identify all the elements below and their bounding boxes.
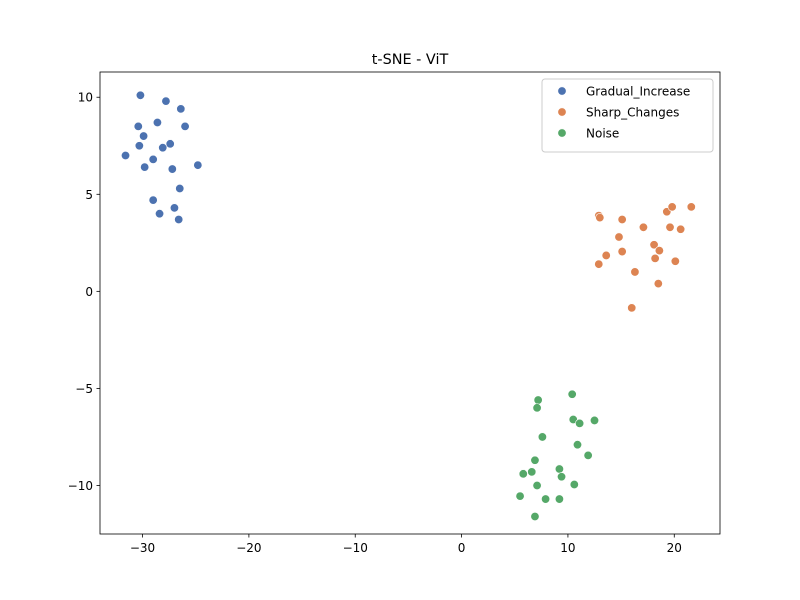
data-point-noise [532,403,542,413]
x-tick-label: −10 [343,541,368,555]
y-tick-label: −5 [75,382,93,396]
data-point-sharp-changes [595,213,605,223]
data-point-gradual-increase [180,121,190,131]
data-point-sharp-changes [667,202,677,212]
data-point-gradual-increase [175,183,185,193]
axes-frame [99,71,721,535]
data-point-noise [541,494,551,504]
data-point-sharp-changes [627,303,637,313]
x-tick-label: −30 [130,541,155,555]
y-tick-label: 10 [78,91,93,105]
legend-marker-sharp-changes [557,107,567,117]
data-point-noise [532,480,542,490]
data-point-noise [530,455,540,465]
data-point-gradual-increase [121,150,131,160]
data-point-sharp-changes [653,279,663,289]
legend: Gradual_Increase Sharp_Changes Noise [541,78,714,153]
data-point-sharp-changes [676,224,686,234]
data-point-sharp-changes [617,247,627,257]
data-point-noise [533,395,543,405]
x-tick-label: 20 [667,541,682,555]
data-point-sharp-changes [601,250,611,260]
chart-title: t-SNE - ViT [372,52,449,68]
data-point-gradual-increase [134,141,144,151]
data-point-noise [572,440,582,450]
data-point-noise [527,467,537,477]
x-tick-label: −20 [236,541,261,555]
data-point-gradual-increase [135,90,145,100]
legend-label-gradual-increase: Gradual_Increase [586,85,690,99]
data-point-sharp-changes [617,215,627,225]
data-point-sharp-changes [649,240,659,250]
data-point-sharp-changes [594,259,604,269]
data-point-sharp-changes [638,222,648,232]
data-point-gradual-increase [133,121,143,131]
data-point-gradual-increase [161,96,171,106]
data-point-gradual-increase [155,209,165,219]
data-point-sharp-changes [665,222,675,232]
y-tick-label: −10 [68,479,93,493]
data-point-gradual-increase [165,139,175,149]
data-point-noise [567,389,577,399]
data-point-gradual-increase [152,117,162,127]
plot-area: −30 −20 −10 0 10 20 −10 −5 0 5 10 [68,71,721,555]
data-point-gradual-increase [140,162,150,172]
data-point-noise [530,512,540,522]
data-point-gradual-increase [193,160,203,170]
y-tick-label: 5 [85,188,93,202]
data-point-noise [557,472,567,482]
data-point-noise [554,464,564,474]
y-tick-label: 0 [85,285,93,299]
legend-marker-noise [557,128,567,138]
data-point-sharp-changes [686,202,696,212]
data-point-noise [518,469,528,479]
legend-marker-gradual-increase [557,86,567,96]
data-point-gradual-increase [167,164,177,174]
data-point-gradual-increase [158,143,168,153]
data-point-noise [583,450,593,460]
data-point-sharp-changes [650,253,660,263]
x-tick-label: 0 [458,541,466,555]
data-point-gradual-increase [174,215,184,225]
data-point-noise [515,491,525,501]
data-point-noise [590,415,600,425]
x-tick-label: 10 [560,541,575,555]
data-point-sharp-changes [630,267,640,277]
data-point-sharp-changes [670,256,680,266]
data-point-noise [537,432,547,442]
data-point-gradual-increase [176,104,186,114]
data-point-gradual-increase [139,131,149,141]
legend-label-sharp-changes: Sharp_Changes [586,106,679,120]
data-point-gradual-increase [148,154,158,164]
data-point-gradual-increase [169,203,179,213]
legend-label-noise: Noise [586,127,619,141]
data-point-noise [554,494,564,504]
data-point-noise [569,479,579,489]
legend-box [541,78,714,153]
data-point-sharp-changes [654,246,664,256]
data-point-sharp-changes [614,232,624,242]
data-point-gradual-increase [148,195,158,205]
data-point-noise [575,418,585,428]
